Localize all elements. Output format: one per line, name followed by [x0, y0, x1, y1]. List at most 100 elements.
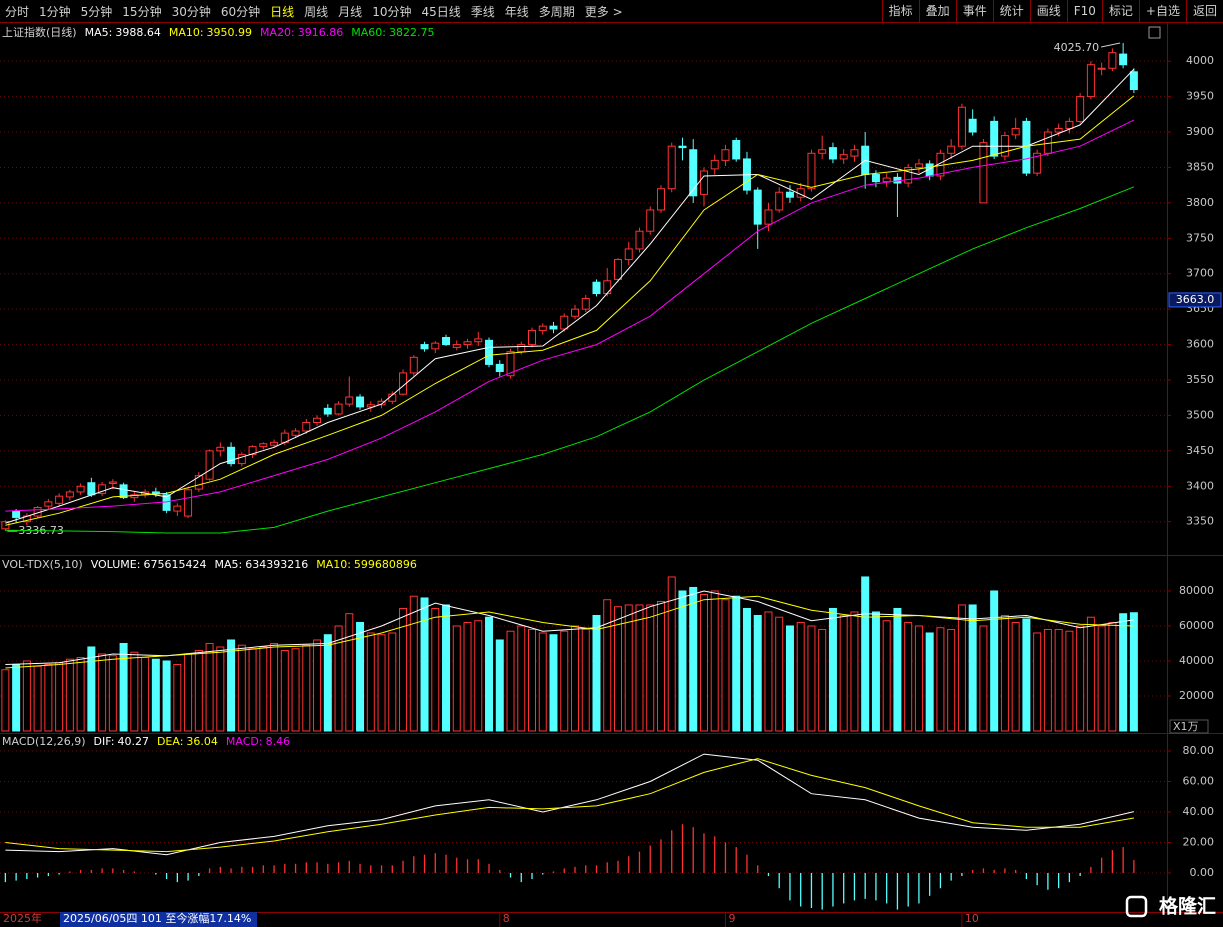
- tool-button[interactable]: +自选: [1138, 0, 1186, 22]
- period-tab[interactable]: 日线: [270, 4, 295, 19]
- y-tick-label: 40.00: [1183, 805, 1215, 818]
- volume-bar: [549, 634, 558, 732]
- candle-body: [828, 147, 837, 160]
- candle-body: [227, 446, 236, 465]
- volume-bar: [775, 616, 784, 732]
- period-tab[interactable]: 月线: [338, 4, 363, 19]
- volume-bar: [87, 646, 96, 732]
- volume-bar: [1076, 625, 1085, 732]
- period-tab[interactable]: 10分钟: [372, 4, 412, 19]
- volume-bar: [22, 660, 31, 732]
- candle-body: [710, 159, 719, 170]
- candle-body: [1076, 96, 1085, 122]
- price-marker-box: [1168, 292, 1222, 308]
- volume-bar: [925, 632, 934, 732]
- tool-button[interactable]: 事件: [955, 0, 993, 22]
- volume-bar: [1065, 630, 1074, 732]
- volume-bar: [528, 628, 537, 732]
- candle-body: [12, 510, 21, 518]
- indicator-line: [5, 595, 1134, 669]
- candle-body: [979, 142, 988, 204]
- panel-header: 上证指数(日线) MA5: 3988.64 MA10: 3950.99 MA20: 3916…: [2, 24, 442, 40]
- indicator-value: 675615424: [143, 558, 207, 571]
- candle-body: [957, 106, 966, 147]
- candle-body: [947, 145, 956, 154]
- status-year: 2025年: [3, 911, 42, 925]
- unit-label: X1万: [1173, 720, 1199, 733]
- candle-body: [1011, 127, 1020, 136]
- candle-body: [76, 485, 85, 493]
- volume-bar: [538, 632, 547, 732]
- period-tab[interactable]: 季线: [470, 4, 495, 19]
- indicator-name: DIF:: [93, 735, 115, 748]
- period-tab[interactable]: 周线: [304, 4, 329, 19]
- tool-button[interactable]: 画线: [1029, 0, 1067, 22]
- volume-bar: [270, 642, 279, 732]
- unit-box: [1169, 719, 1209, 734]
- indicator-name: MA10:: [316, 558, 351, 571]
- candle-body: [807, 152, 816, 190]
- volume-bar: [571, 625, 579, 732]
- candle-body: [839, 154, 848, 160]
- tool-button[interactable]: 指标: [881, 0, 919, 22]
- candle-body: [44, 501, 53, 507]
- period-tab[interactable]: 5分钟: [80, 4, 113, 19]
- volume-bar: [828, 607, 837, 732]
- candle-body: [538, 325, 547, 331]
- period-tab[interactable]: 年线: [504, 4, 529, 19]
- period-tab[interactable]: 更多 >: [584, 4, 623, 19]
- candle-body: [377, 400, 386, 406]
- volume-bar: [710, 590, 719, 732]
- candle-body: [914, 163, 923, 168]
- indicator-name: MACD:: [225, 735, 263, 748]
- candle-body: [194, 475, 203, 490]
- indicator-value: 3916.86: [297, 26, 344, 39]
- volume-bar: [302, 644, 311, 732]
- tool-button[interactable]: 统计: [992, 0, 1030, 22]
- candle-body: [635, 230, 644, 250]
- candle-body: [1, 521, 10, 530]
- candle-body: [1108, 52, 1117, 69]
- y-tick-label: 60.00: [1183, 774, 1215, 787]
- high-arrow: [1101, 42, 1121, 48]
- period-tab[interactable]: 分时: [5, 4, 30, 19]
- indicator-line: [5, 119, 1135, 512]
- candle-body: [528, 329, 537, 346]
- candle-body: [366, 404, 375, 408]
- volume-bar: [227, 639, 236, 732]
- tool-button[interactable]: 叠加: [918, 0, 956, 22]
- tool-button[interactable]: F10: [1066, 0, 1102, 22]
- volume-bar: [65, 658, 74, 732]
- y-tick-label: 3600: [1186, 338, 1214, 351]
- volume-bar: [442, 604, 451, 732]
- candle-body: [463, 341, 472, 346]
- candle-body: [1129, 71, 1138, 91]
- candle-body: [990, 120, 999, 157]
- period-tab[interactable]: 15分钟: [122, 4, 162, 19]
- indicator-line: [5, 186, 1135, 534]
- volume-bar: [55, 662, 64, 732]
- candle-body: [1097, 67, 1106, 70]
- volume-bar: [377, 634, 386, 732]
- candle-body: [98, 484, 107, 494]
- period-tab[interactable]: 60分钟: [220, 4, 261, 19]
- indicator-name: MA5:: [214, 558, 243, 571]
- status-box: [60, 912, 257, 927]
- volume-bar: [237, 644, 246, 732]
- volume-bar: [850, 611, 859, 732]
- volume-bar: [474, 620, 483, 732]
- period-tab[interactable]: 45日线: [421, 4, 461, 19]
- candle-body: [323, 407, 332, 415]
- period-tab[interactable]: 1分钟: [39, 4, 71, 19]
- tool-button[interactable]: 返回: [1185, 0, 1223, 22]
- tool-button[interactable]: 标记: [1101, 0, 1139, 22]
- candle-body: [452, 344, 461, 348]
- period-tab[interactable]: 30分钟: [171, 4, 211, 19]
- volume-bar: [388, 632, 397, 732]
- volume-bar: [861, 576, 870, 732]
- y-tick-label: 3800: [1186, 196, 1214, 209]
- logo-icon: [1125, 895, 1148, 918]
- candle-body: [302, 422, 311, 432]
- candle-body: [259, 443, 268, 448]
- period-tab[interactable]: 多周期: [538, 4, 575, 19]
